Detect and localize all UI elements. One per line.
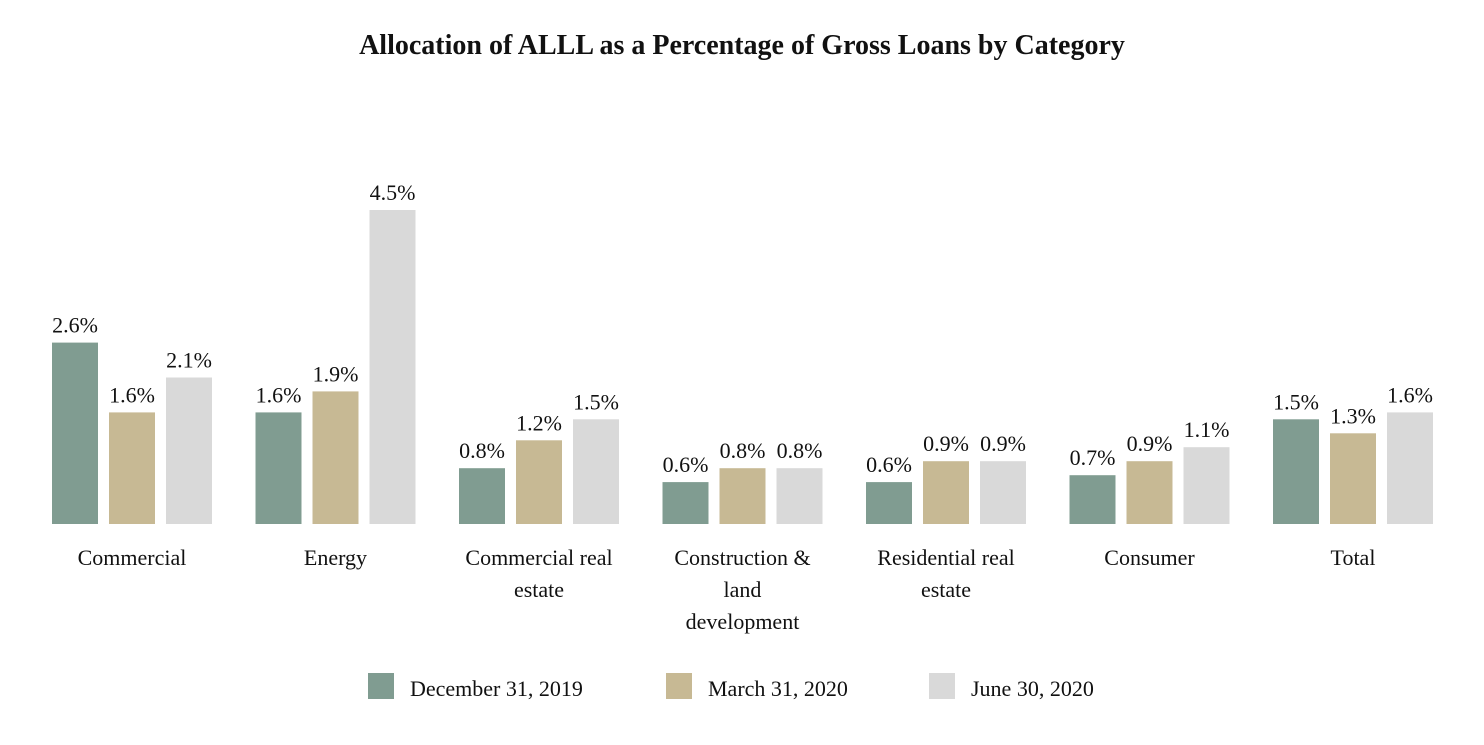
bar <box>866 482 912 524</box>
bar <box>312 391 359 524</box>
category-label: Commercial real estate <box>465 545 612 602</box>
legend: December 31, 2019 March 31, 2020 June 30, … <box>368 673 1094 701</box>
category-label: Commercial <box>78 545 187 570</box>
bar <box>980 461 1026 524</box>
bar <box>255 412 302 524</box>
data-label: 1.6% <box>1387 382 1433 407</box>
data-label: 2.6% <box>52 313 98 338</box>
category-labels-layer: Commercial Energy Commercial real estate Con… <box>78 545 1376 634</box>
legend-swatch <box>666 673 692 699</box>
bar <box>1330 433 1376 524</box>
bar <box>1273 419 1319 524</box>
bar <box>1126 461 1173 524</box>
data-label: 1.9% <box>313 361 359 386</box>
data-label: 0.9% <box>1127 431 1173 456</box>
data-label: 0.6% <box>663 452 709 477</box>
data-label: 1.3% <box>1330 403 1376 428</box>
legend-swatch <box>929 673 955 699</box>
bar <box>109 412 155 524</box>
data-label: 0.6% <box>866 452 912 477</box>
bar <box>516 440 562 524</box>
data-label: 0.8% <box>777 438 823 463</box>
data-label: 0.8% <box>459 438 505 463</box>
data-label: 1.6% <box>109 382 155 407</box>
bar <box>52 342 98 524</box>
bar <box>459 468 505 524</box>
data-label: 1.6% <box>256 382 302 407</box>
data-label: 0.9% <box>923 431 969 456</box>
bar <box>776 468 823 524</box>
bar <box>573 419 619 524</box>
category-label: Consumer <box>1104 545 1195 570</box>
legend-label: March 31, 2020 <box>708 676 848 701</box>
bar <box>1069 475 1116 524</box>
bars-layer <box>52 210 1433 524</box>
bar <box>1387 412 1433 524</box>
data-label: 0.8% <box>720 438 766 463</box>
bar <box>1183 447 1230 524</box>
chart-title: Allocation of ALLL as a Percentage of Gr… <box>359 30 1125 61</box>
category-label: Residential real estate <box>877 545 1014 602</box>
data-label: 1.1% <box>1184 417 1230 442</box>
data-label: 1.5% <box>573 389 619 414</box>
legend-swatch <box>368 673 394 699</box>
data-label: 0.7% <box>1070 445 1116 470</box>
bar <box>719 468 766 524</box>
data-label: 0.9% <box>980 431 1026 456</box>
data-label: 1.5% <box>1273 389 1319 414</box>
legend-label: December 31, 2019 <box>410 676 583 701</box>
bar <box>923 461 969 524</box>
value-labels-layer: 2.6% 1.6% 2.1% 1.6% 1.9% 4.5% 0.8% 1.2% 1.5% 0.6%… <box>52 180 1433 477</box>
bar <box>662 482 709 524</box>
data-label: 4.5% <box>370 180 416 205</box>
category-label: Energy <box>304 545 367 570</box>
category-label: Construction & land development <box>674 545 810 634</box>
legend-label: June 30, 2020 <box>971 676 1094 701</box>
data-label: 1.2% <box>516 410 562 435</box>
bar <box>369 210 416 524</box>
data-label: 2.1% <box>166 348 212 373</box>
category-label: Total <box>1331 545 1376 570</box>
bar <box>166 377 212 524</box>
